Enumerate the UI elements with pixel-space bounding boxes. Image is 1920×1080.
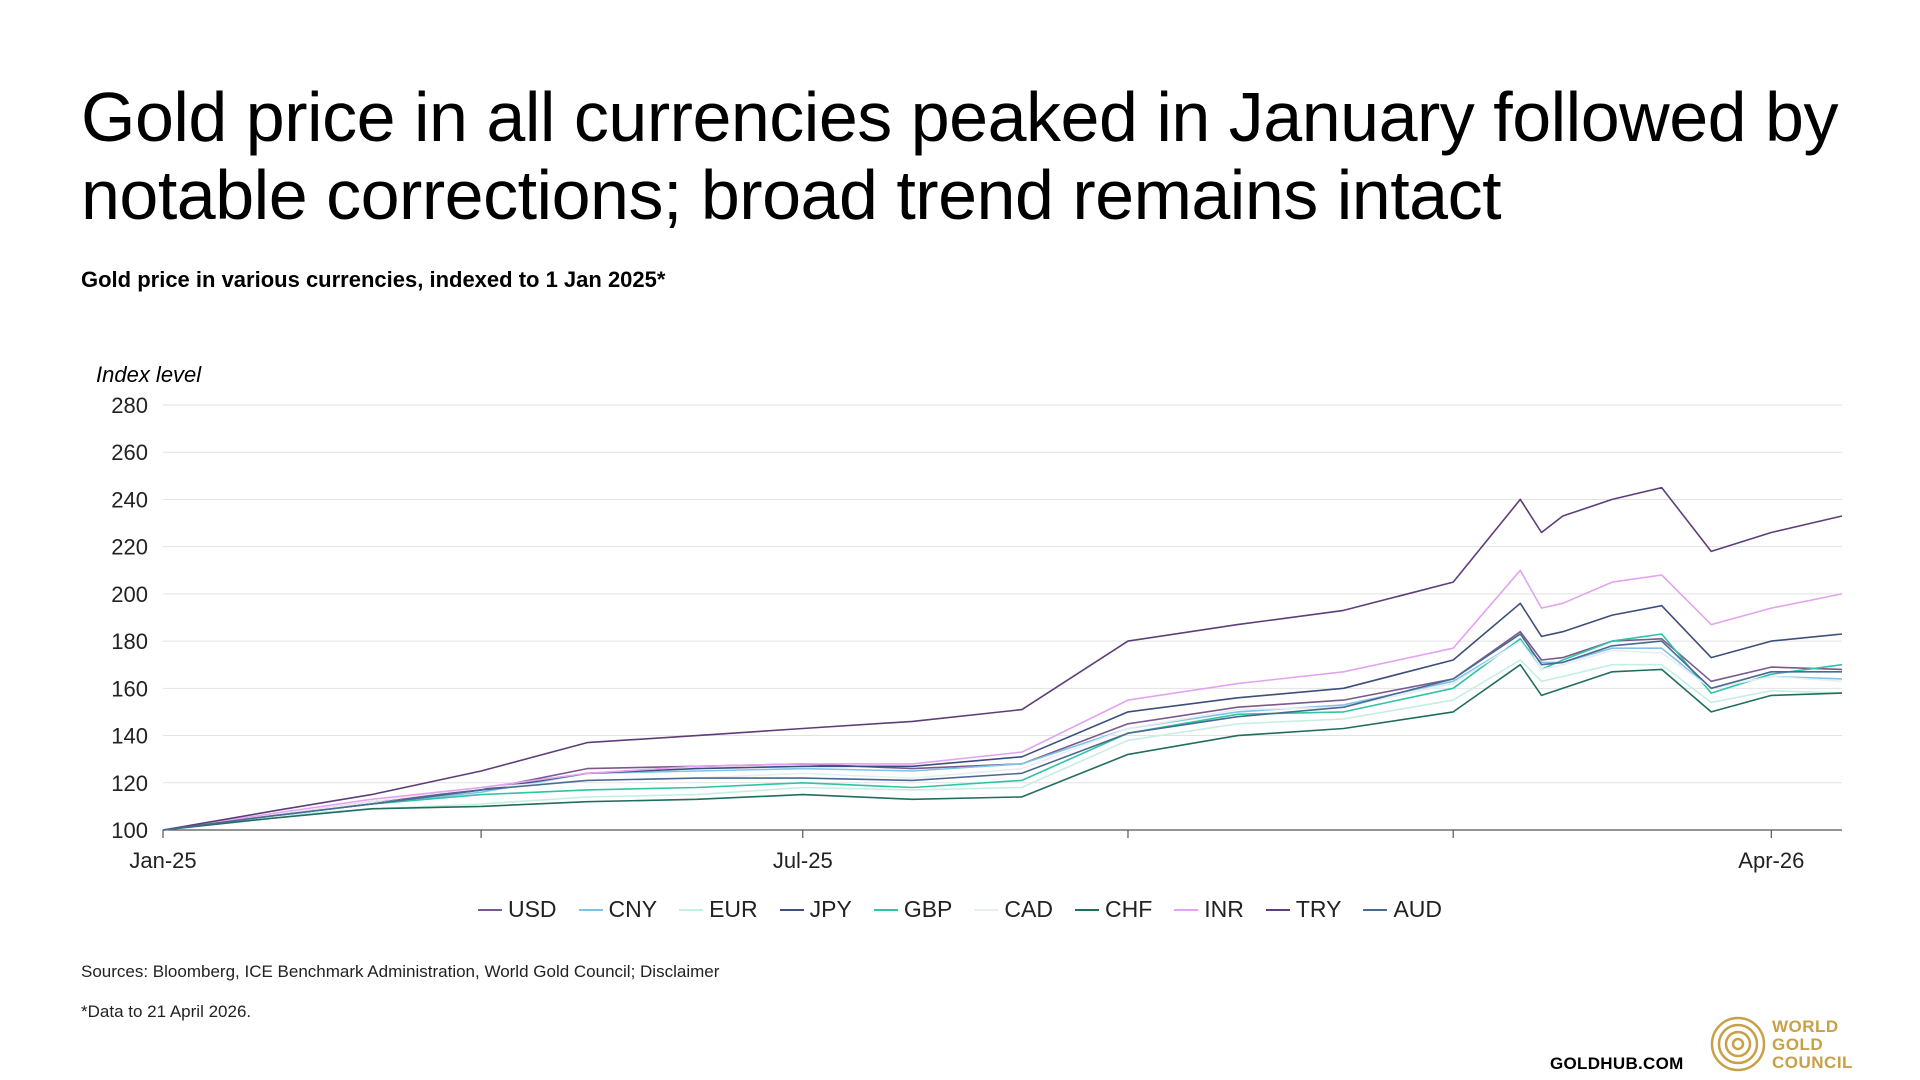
y-tick-label: 200 (111, 582, 148, 607)
series-line-try (162, 486, 1843, 831)
series-line-aud (162, 633, 1842, 831)
legend-item-usd: USD (477, 896, 557, 923)
logo-line-world: WORLD (1772, 1017, 1839, 1036)
legend-item-jpy: JPY (779, 896, 852, 923)
legend-swatch (974, 908, 999, 911)
footnote: *Data to 21 April 2026. (81, 1002, 252, 1021)
y-tick-label: 220 (111, 535, 148, 560)
sources-note: Sources: Bloomberg, ICE Benchmark Admini… (81, 962, 720, 981)
series-line-cad (162, 640, 1843, 831)
series-line-gbp (162, 633, 1843, 831)
legend-item-chf: CHF (1074, 896, 1153, 923)
legend-label: CNY (608, 896, 658, 922)
legend-label: GBP (903, 896, 953, 922)
y-tick-label: 140 (111, 724, 148, 749)
legend-label: AUD (1393, 896, 1443, 922)
legend-label: CAD (1004, 896, 1053, 922)
y-tick-label: 260 (111, 440, 148, 465)
y-tick-label: 120 (111, 771, 148, 796)
x-tick-label: Apr-26 (1738, 848, 1804, 873)
series-line-inr (162, 569, 1843, 831)
legend-item-aud: AUD (1363, 896, 1442, 923)
legend-swatch (1363, 908, 1388, 911)
y-tick-label: 100 (111, 818, 148, 843)
legend-swatch (1174, 908, 1199, 911)
y-axis-label: Index level (96, 362, 202, 387)
chart-subtitle: Gold price in various currencies, indexe… (81, 267, 666, 292)
legend-item-cny: CNY (578, 896, 658, 923)
logo-line-gold: GOLD (1772, 1035, 1824, 1054)
world-gold-council-logo-text: WORLD GOLD COUNCIL (1772, 1018, 1853, 1072)
legend-item-inr: INR (1174, 896, 1244, 923)
chart-legend: USD CNY EUR JPY GBP CAD CHF INR TRY AUD (0, 896, 1920, 923)
legend-item-try: TRY (1265, 896, 1342, 923)
legend-label: CHF (1104, 896, 1153, 922)
legend-label: JPY (809, 896, 852, 922)
x-tick-label: Jan-25 (129, 848, 196, 873)
legend-swatch (679, 908, 704, 911)
y-tick-label: 280 (111, 393, 148, 418)
y-tick-label: 160 (111, 676, 148, 701)
legend-swatch (1074, 908, 1099, 911)
series-line-eur (162, 659, 1843, 831)
y-tick-label: 240 (111, 487, 148, 512)
legend-swatch (873, 908, 898, 911)
legend-swatch (477, 908, 502, 911)
goldhub-link[interactable]: GOLDHUB.COM (1550, 1054, 1684, 1073)
legend-swatch (578, 908, 603, 911)
legend-label: EUR (709, 896, 758, 922)
page-title: Gold price in all currencies peaked in J… (81, 78, 1838, 234)
concentric-rings-logo (1710, 1016, 1766, 1072)
series-line-chf (162, 663, 1843, 831)
legend-label: USD (507, 896, 557, 922)
legend-label: TRY (1295, 896, 1342, 922)
legend-item-cad: CAD (974, 896, 1053, 923)
legend-swatch (779, 908, 804, 911)
legend-label: INR (1204, 896, 1244, 922)
legend-item-gbp: GBP (873, 896, 953, 923)
legend-swatch (1265, 908, 1290, 911)
y-tick-label: 180 (111, 629, 148, 654)
x-tick-label: Jul-25 (773, 848, 833, 873)
legend-item-eur: EUR (679, 896, 758, 923)
logo-line-council: COUNCIL (1772, 1053, 1853, 1072)
